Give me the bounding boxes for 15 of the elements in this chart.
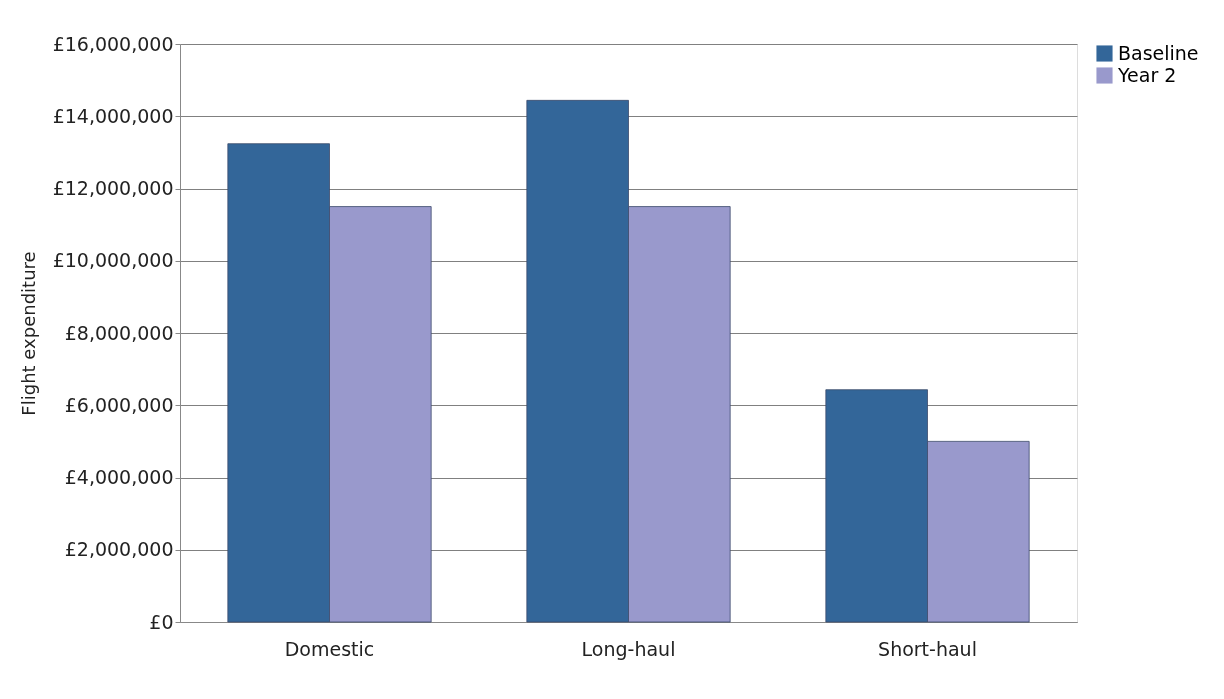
y-tick-label: £12,000,000 — [52, 177, 174, 199]
legend-label: Baseline — [1118, 41, 1199, 64]
y-tick-label: £0 — [149, 610, 174, 633]
y-tick-label: £14,000,000 — [52, 104, 174, 127]
legend-label: Year 2 — [1117, 63, 1177, 86]
x-tick-label: Short-haul — [878, 637, 977, 660]
y-axis-title: Flight expenditure — [17, 251, 39, 416]
y-tick-label: £6,000,000 — [64, 393, 174, 416]
y-tick-label: £10,000,000 — [52, 249, 174, 272]
x-tick-label: Domestic — [284, 637, 375, 660]
y-tick-label: £8,000,000 — [64, 321, 174, 344]
y-tick-label: £16,000,000 — [52, 32, 174, 55]
y-tick-label: £2,000,000 — [64, 538, 174, 561]
y-tick-label: £4,000,000 — [64, 466, 174, 488]
x-tick-label: Long-haul — [581, 637, 676, 660]
